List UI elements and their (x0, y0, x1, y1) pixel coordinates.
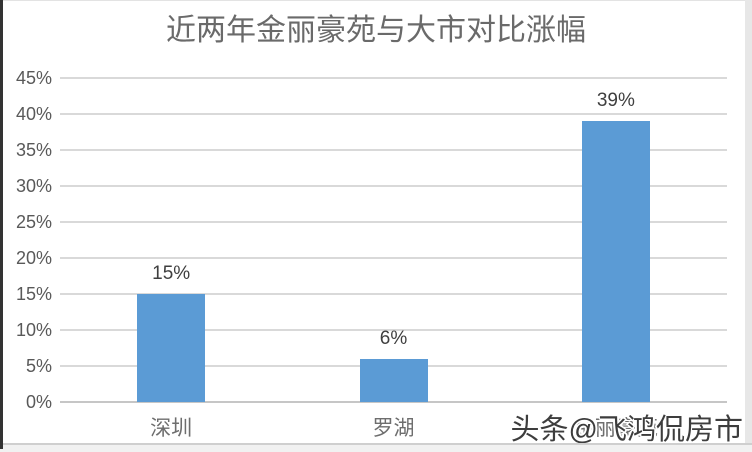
bar-金丽豪苑 (581, 121, 650, 402)
y-tick-label: 15% (15, 284, 52, 304)
bar-value-label: 39% (596, 90, 635, 112)
x-category-label: 深圳 (150, 416, 193, 440)
gridline (60, 221, 727, 223)
gridline (60, 113, 727, 115)
gridline (60, 293, 727, 295)
gridline (60, 149, 727, 151)
y-tick-label: 0% (25, 392, 52, 412)
gridline (60, 329, 727, 331)
bar-value-label: 6% (379, 327, 408, 349)
y-tick-label: 45% (15, 68, 52, 88)
photo-edge-bottom (0, 443, 752, 452)
x-category-label: 金丽豪苑 (573, 416, 658, 440)
y-tick-label: 40% (15, 104, 52, 124)
plot-area: 15% 6% 39% (60, 77, 727, 403)
chart-title: 近两年金丽豪苑与大市对比涨幅 (166, 14, 586, 47)
y-tick-label: 25% (15, 212, 52, 232)
y-tick-label: 35% (15, 140, 52, 160)
photo-edge-top (0, 0, 752, 1)
photo-edge-right (745, 0, 752, 452)
photo-edge-left (0, 0, 3, 449)
gridline (60, 257, 727, 259)
gridline (60, 185, 727, 187)
y-tick-label: 5% (25, 356, 52, 376)
bar-罗湖 (359, 358, 428, 402)
y-tick-label: 10% (15, 320, 52, 340)
bar-深圳 (137, 294, 206, 402)
watermark-text: 头条@飞鸿侃房市 (510, 414, 743, 446)
y-tick-label: 30% (15, 176, 52, 196)
y-tick-label: 20% (15, 248, 52, 268)
bar-value-label: 15% (152, 263, 191, 284)
gridline (60, 77, 727, 79)
gridline (60, 401, 727, 403)
x-category-label: 罗湖 (372, 416, 415, 440)
